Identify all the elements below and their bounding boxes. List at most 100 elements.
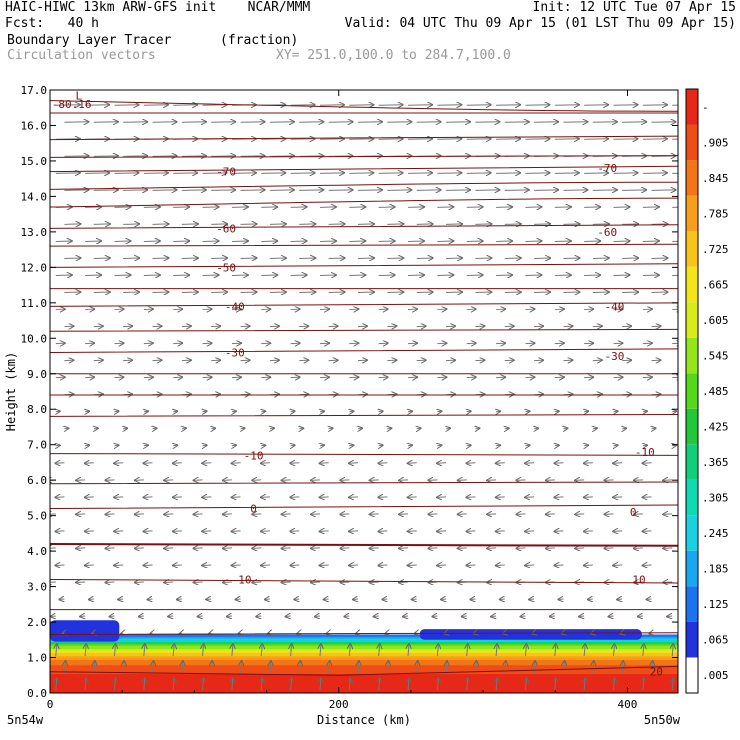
wind-vector	[554, 497, 564, 498]
wind-vector	[181, 190, 206, 191]
wind-vector	[412, 599, 417, 600]
wind-vector	[466, 565, 476, 566]
wind-vector	[164, 548, 174, 549]
wind-vector	[399, 514, 409, 515]
wind-vector	[211, 292, 227, 293]
wind-vector	[211, 190, 235, 191]
wind-vector	[64, 326, 73, 327]
colorbar-swatch	[686, 266, 698, 303]
wind-vector	[261, 343, 270, 344]
wind-vector	[534, 190, 558, 191]
wind-vector	[64, 156, 88, 157]
tracer-band	[50, 650, 678, 653]
tracer-band	[50, 685, 678, 689]
wind-vector	[613, 275, 630, 276]
wind-vector	[379, 445, 383, 446]
wind-vector	[231, 343, 241, 344]
wind-vector	[152, 190, 177, 191]
wind-vector	[85, 678, 86, 691]
wind-vector	[240, 258, 257, 259]
wind-vector	[592, 360, 602, 361]
colorbar-swatch	[686, 408, 698, 445]
wind-vector	[290, 377, 300, 378]
colorbar-swatch	[686, 160, 698, 196]
wind-vector	[525, 644, 526, 657]
wind-vector	[622, 326, 631, 327]
wind-vector	[202, 565, 212, 566]
wind-vector	[56, 445, 60, 446]
wind-vector	[123, 360, 132, 361]
wind-vector	[466, 497, 476, 498]
wind-vector	[319, 105, 344, 106]
wind-vector	[408, 309, 417, 310]
contour-label: 20	[650, 666, 663, 679]
wind-vector	[663, 514, 673, 515]
wind-vector	[613, 173, 638, 174]
wind-vector	[642, 207, 659, 208]
tracer-band	[50, 641, 678, 644]
wind-vector	[458, 514, 467, 515]
wind-vector	[634, 548, 643, 549]
wind-vector	[202, 497, 212, 498]
wind-vector	[672, 343, 678, 344]
wind-vector	[114, 497, 124, 498]
wind-vector	[643, 678, 644, 691]
wind-vector	[59, 599, 64, 600]
tracer-band	[50, 662, 678, 666]
wind-vector	[311, 548, 320, 549]
wind-vector	[378, 309, 388, 310]
wind-vector	[85, 309, 94, 310]
wind-vector	[663, 582, 673, 583]
wind-vector	[76, 548, 86, 549]
wind-vector	[114, 644, 115, 657]
wind-vector	[446, 360, 455, 361]
y-tick-label: 13.0	[21, 226, 48, 239]
wind-vector	[437, 411, 441, 412]
wind-vector	[290, 343, 300, 344]
wind-vector	[173, 644, 174, 657]
wind-vector	[575, 480, 585, 481]
tracer-band	[50, 652, 678, 655]
colorbar-label: .485	[702, 385, 729, 398]
wind-vector	[408, 445, 412, 446]
wind-vector	[164, 480, 174, 481]
wind-vector	[232, 565, 241, 566]
wind-vector	[349, 309, 358, 310]
wind-vector	[496, 644, 497, 657]
title-line: HAIC-HIWC 13km ARW-GFS init NCAR/MMM	[5, 0, 311, 15]
wind-vector	[148, 599, 153, 600]
wind-vector	[387, 292, 403, 293]
wind-vector	[55, 497, 65, 498]
wind-vector	[236, 599, 241, 600]
wind-vector	[491, 616, 496, 617]
wind-vector	[525, 343, 534, 344]
wind-vector	[50, 548, 56, 549]
wind-vector	[500, 599, 505, 600]
wind-vector	[261, 377, 270, 378]
wind-vector	[550, 616, 555, 617]
wind-vector	[240, 326, 250, 327]
wind-vector	[534, 360, 543, 361]
wind-vector	[252, 514, 262, 515]
wind-vector	[85, 343, 94, 344]
wind-vector	[613, 343, 623, 344]
y-tick-label: 12.0	[21, 261, 48, 274]
field-name: Boundary Layer Tracer	[7, 33, 172, 48]
wind-vector	[114, 207, 130, 208]
wind-vector	[487, 514, 497, 515]
colorbar-frame	[685, 88, 699, 694]
wind-vector	[358, 661, 359, 674]
wind-vector	[299, 292, 315, 293]
tracer-band	[50, 653, 678, 657]
colorbar-label: .005	[702, 669, 729, 682]
wind-vector	[349, 565, 359, 566]
wind-vector	[592, 224, 609, 225]
wind-vector	[55, 105, 80, 106]
colorbar-swatch	[686, 515, 698, 551]
wind-vector	[181, 326, 191, 327]
wind-vector	[374, 616, 379, 617]
wind-vector	[269, 156, 294, 157]
wind-vector	[428, 548, 438, 549]
wind-vector	[232, 411, 236, 412]
